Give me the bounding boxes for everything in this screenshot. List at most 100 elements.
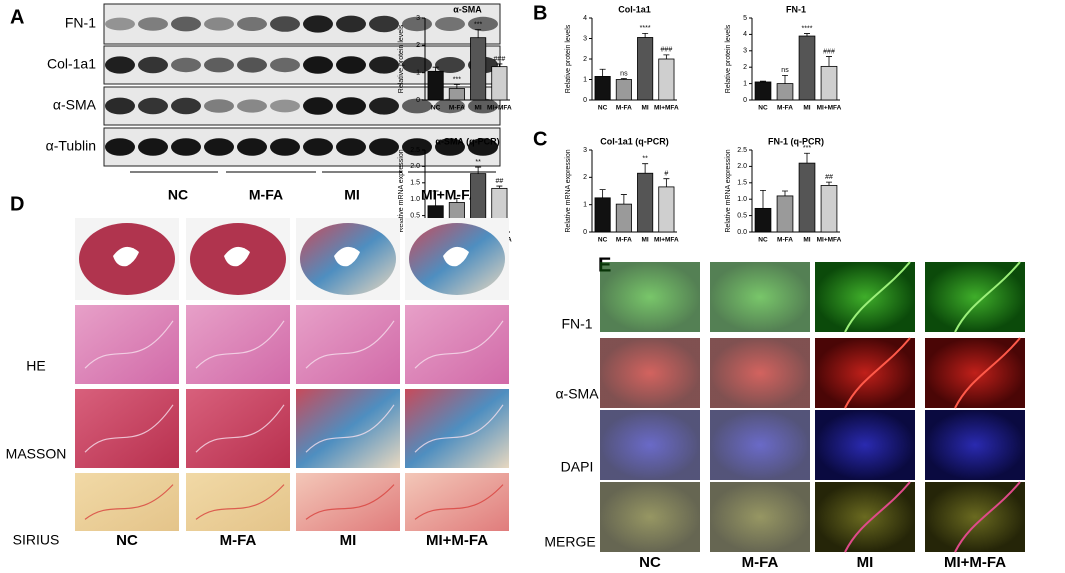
y-axis-label: Relative protein levels	[565, 24, 572, 93]
blot-band	[237, 99, 267, 113]
histology-image	[75, 305, 179, 384]
error-bar	[642, 163, 649, 174]
histology-image	[186, 389, 290, 468]
y-axis-label: Relative protein levels	[398, 24, 405, 93]
x-tick-label: M-FA	[449, 105, 465, 112]
tissue-fiber	[305, 484, 395, 520]
significance-label: ##	[495, 178, 503, 185]
blot-band	[369, 138, 399, 156]
blot-group-label: NC	[168, 187, 188, 203]
histology-column-label: MI+M-FA	[426, 532, 488, 549]
blot-group-label: M-FA	[249, 187, 283, 203]
bar	[637, 172, 654, 233]
panel-letter: B	[533, 2, 547, 24]
blot-band	[138, 56, 168, 74]
tissue-fiber	[414, 484, 504, 520]
error-bar	[782, 190, 788, 196]
histology-image	[186, 473, 290, 531]
blot-strip	[103, 3, 501, 45]
error-bar	[760, 189, 766, 209]
y-tick-label: 0.0	[737, 229, 747, 236]
blot-band	[138, 138, 168, 156]
fluorescence-row-label: FN-1	[561, 316, 592, 332]
bar	[448, 88, 465, 101]
chart-title: α-SMA (q-PCR)	[435, 136, 499, 146]
fluorescence-column-label: MI	[857, 554, 874, 571]
significance-label: ###	[823, 48, 835, 55]
blot-band	[204, 57, 234, 73]
bar	[820, 65, 838, 101]
significance-label: ns	[781, 67, 789, 74]
histology-column-label: NC	[116, 532, 138, 549]
y-tick-label: 0.5	[410, 212, 420, 219]
fluorescence-fiber	[954, 337, 1021, 409]
fluorescence-fiber	[844, 481, 911, 553]
bar	[637, 37, 654, 101]
panel-letter: A	[10, 6, 24, 28]
x-tick-label: MI	[803, 105, 810, 112]
error-bar	[475, 166, 482, 174]
blot-row-label: FN-1	[65, 15, 96, 31]
tissue-fiber	[84, 320, 174, 369]
blot-band	[369, 97, 399, 115]
error-bar	[782, 75, 788, 84]
x-tick-label: NC	[758, 237, 768, 244]
y-tick-label: 0	[743, 97, 747, 104]
tissue-fiber	[305, 404, 395, 453]
significance-label: ***	[453, 76, 461, 83]
fluorescence-row-label: α-SMA	[555, 386, 599, 402]
significance-label: ##	[825, 174, 833, 181]
error-bar	[642, 32, 649, 38]
blot-band	[369, 15, 399, 33]
error-bar	[620, 194, 627, 205]
significance-label: ***	[803, 145, 811, 152]
blot-band	[336, 15, 366, 33]
y-tick-label: 1.0	[410, 196, 420, 203]
y-axis-label: Relative mRNA expression	[398, 149, 405, 232]
fluorescence-fiber	[844, 337, 911, 409]
fluorescence-fiber	[844, 261, 911, 333]
blot-band	[435, 17, 465, 31]
blot-band	[237, 17, 267, 31]
bar	[615, 79, 632, 101]
significance-label: **	[475, 159, 481, 166]
bar	[594, 76, 611, 101]
fluorescence-column-label: MI+M-FA	[944, 554, 1006, 571]
bar	[776, 83, 794, 101]
chart-title: Col-1a1	[618, 4, 651, 14]
x-tick-label: MI+MFA	[817, 237, 842, 244]
heart-lumen	[224, 246, 250, 267]
histology-image	[296, 305, 400, 384]
error-bar	[496, 63, 503, 67]
significance-label: ###	[661, 47, 673, 54]
error-bar	[826, 56, 832, 67]
bar	[427, 70, 444, 101]
fluorescence-row-label: MERGE	[544, 534, 595, 550]
tissue-fiber	[84, 404, 174, 453]
blot-band	[303, 15, 333, 33]
blot-band	[237, 138, 267, 156]
blot-band	[336, 97, 366, 115]
blot-band	[270, 16, 300, 32]
x-tick-label: MI	[642, 105, 649, 112]
bar	[754, 207, 772, 233]
y-tick-label: 2.5	[410, 147, 420, 154]
bar	[491, 66, 508, 101]
significance-label: ***	[474, 21, 482, 28]
bar	[470, 37, 487, 101]
fluorescence-image	[710, 262, 810, 332]
tissue-fiber	[195, 484, 285, 520]
tissue-fiber	[84, 484, 174, 520]
y-tick-label: 0	[583, 97, 587, 104]
y-tick-label: 1	[583, 202, 587, 209]
fluorescence-image	[600, 338, 700, 408]
panel-letter: D	[10, 193, 24, 215]
fluorescence-image	[925, 410, 1025, 480]
histology-image	[405, 389, 509, 468]
histology-column-label: MI	[340, 532, 357, 549]
histology-image	[75, 473, 179, 531]
x-tick-label: MI	[803, 237, 810, 244]
y-tick-label: 3	[743, 48, 747, 55]
x-tick-label: M-FA	[616, 237, 632, 244]
